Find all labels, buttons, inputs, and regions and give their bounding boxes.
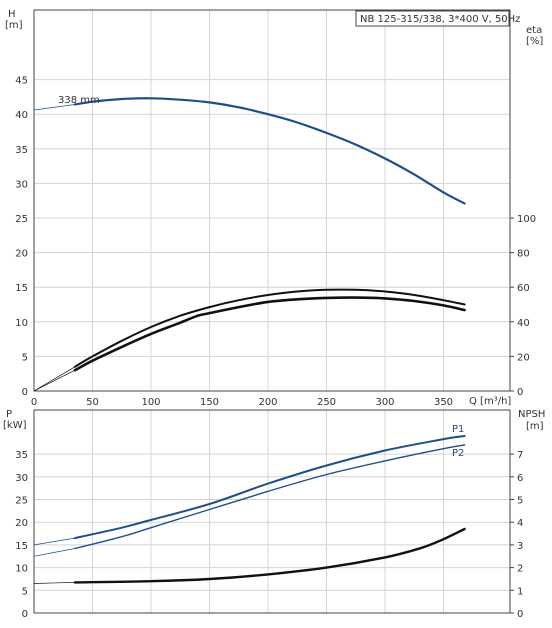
top-left-y-tick-label: 10 (15, 318, 28, 329)
bottom-panel-frame (33, 409, 511, 614)
top-right-y-tick-label: 0 (517, 387, 523, 398)
bottom-left-y-tick-label: 35 (15, 450, 28, 461)
bottom-right-y-tick-label: 1 (517, 586, 523, 597)
bottom-left-y-tick-label: 0 (22, 609, 28, 620)
head-curve-338mm-extension (33, 104, 75, 111)
x-axis-label: Q [m³/h] (469, 396, 511, 407)
top-left-y-tick-label: 5 (22, 352, 28, 363)
bottom-right-y-tick-label: 3 (517, 541, 523, 552)
power-curve-p2 (74, 444, 466, 550)
efficiency-curve-upper-extension (33, 366, 76, 392)
x-tick-label: 150 (200, 397, 219, 408)
top-left-y-tick-label: 45 (15, 76, 28, 87)
tick-labels: 0 50 100 150 200 250 300 3500510152025303540450… (15, 76, 536, 620)
bottom-right-axis-label-symbol: NPSH (518, 409, 545, 420)
efficiency-curve-lower-extension (33, 369, 76, 392)
top-left-axis-label-symbol: H (8, 9, 16, 20)
bottom-right-y-tick-label: 2 (517, 564, 523, 575)
top-left-y-tick-label: 20 (15, 249, 28, 260)
x-tick-label: 50 (86, 397, 99, 408)
bottom-right-y-tick-label: 4 (517, 518, 523, 529)
npsh-curve-extension (33, 582, 75, 584)
power-curve-p1 (73, 435, 466, 540)
top-left-y-tick-label: 25 (15, 214, 28, 225)
efficiency-curve-upper (73, 288, 466, 368)
power-curve-p2-extension (33, 548, 75, 557)
top-left-y-tick-label: 30 (15, 179, 28, 190)
bottom-right-y-tick-label: 6 (517, 473, 523, 484)
chart-curves (33, 97, 466, 584)
bottom-left-axis-label-symbol: P (6, 409, 12, 420)
bottom-left-y-tick-label: 20 (15, 518, 28, 529)
npsh-curve (73, 527, 466, 584)
top-right-y-tick-label: 100 (517, 214, 536, 225)
x-tick-label: 200 (258, 397, 277, 408)
bottom-right-y-tick-label: 7 (517, 450, 523, 461)
top-left-y-tick-label: 40 (15, 110, 28, 121)
curve-label-338mm: 338 mm (58, 95, 100, 106)
x-tick-label: 250 (317, 397, 336, 408)
legend-label-p1: P1 (452, 424, 464, 435)
bottom-left-y-tick-label: 30 (15, 473, 28, 484)
bottom-left-y-tick-label: 15 (15, 541, 28, 552)
bottom-right-axis-label-unit: [m] (526, 421, 544, 432)
legend-label-p2: P2 (452, 448, 464, 459)
x-tick-label: 350 (434, 397, 453, 408)
chart-title-box: NB 125-315/338, 3*400 V, 50Hz (355, 10, 520, 27)
chart-title: NB 125-315/338, 3*400 V, 50Hz (360, 14, 520, 25)
x-tick-label: 300 (375, 397, 394, 408)
top-panel-frame (33, 9, 511, 392)
bottom-left-y-tick-label: 5 (22, 586, 28, 597)
top-right-y-tick-label: 40 (517, 318, 530, 329)
top-right-axis-label-symbol: eta (526, 25, 542, 36)
top-right-axis-label-unit: [%] (526, 36, 543, 47)
top-left-y-tick-label: 0 (22, 387, 28, 398)
bottom-left-y-tick-label: 10 (15, 564, 28, 575)
bottom-left-y-tick-label: 25 (15, 496, 28, 507)
head-curve-338mm (73, 97, 466, 205)
bottom-right-y-tick-label: 0 (517, 609, 523, 620)
top-left-y-tick-label: 15 (15, 283, 28, 294)
x-tick-label: 0 (31, 397, 37, 408)
x-tick-label: 100 (141, 397, 160, 408)
top-left-axis-label-unit: [m] (5, 20, 23, 31)
efficiency-curve-lower (73, 296, 466, 372)
top-right-y-tick-label: 60 (517, 283, 530, 294)
power-curve-p1-extension (33, 537, 75, 546)
top-panel-grid (33, 10, 510, 392)
top-right-y-tick-label: 20 (517, 352, 530, 363)
top-right-y-tick-label: 80 (517, 249, 530, 260)
bottom-left-axis-label-unit: [kW] (3, 420, 27, 431)
top-left-y-tick-label: 35 (15, 145, 28, 156)
bottom-right-y-tick-label: 5 (517, 496, 523, 507)
